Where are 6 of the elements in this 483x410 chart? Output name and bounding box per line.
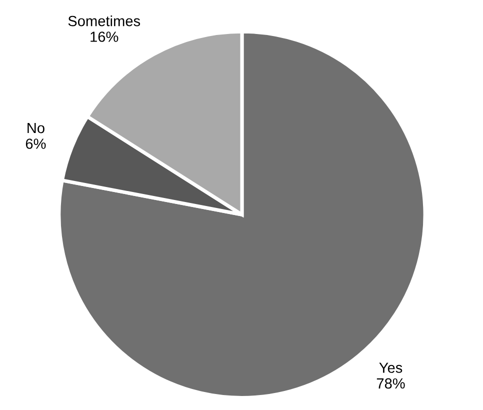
- data-label: 78%: [376, 378, 405, 389]
- slice-label: Sometimes: [68, 16, 140, 26]
- slice-label: Yes: [379, 362, 402, 373]
- data-label: 6%: [26, 138, 46, 149]
- data-label: 16%: [90, 32, 118, 42]
- slice-label: No: [28, 123, 44, 134]
